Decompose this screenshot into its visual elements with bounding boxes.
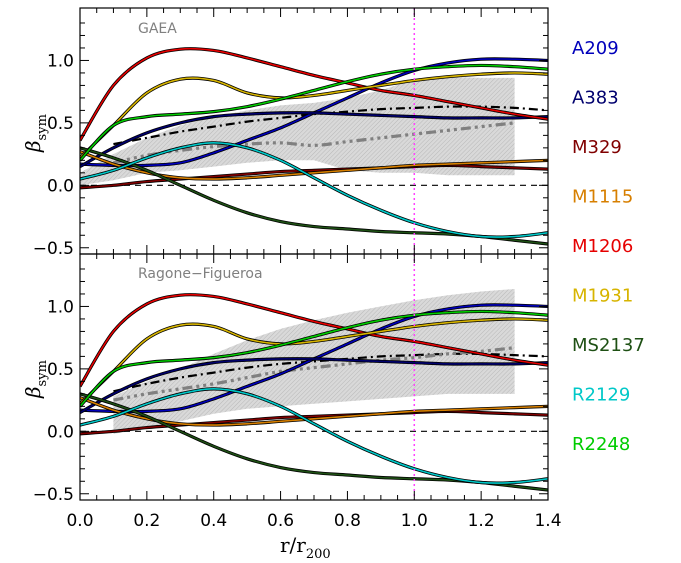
legend-item-m1115: M1115 bbox=[572, 187, 633, 208]
panel-title-gaea: GAEA bbox=[138, 21, 177, 37]
y-tick-label: 0.5 bbox=[47, 360, 74, 380]
median-line-grey bbox=[113, 346, 515, 402]
y-tick-label: −0.5 bbox=[33, 239, 74, 259]
x-tick-label: 1.4 bbox=[534, 511, 561, 531]
legend-item-ms2137: MS2137 bbox=[572, 335, 645, 356]
y-tick-label: 0.5 bbox=[47, 114, 74, 134]
scatter-band bbox=[80, 76, 515, 186]
plot-area bbox=[80, 8, 548, 254]
legend-item-r2248: R2248 bbox=[572, 434, 630, 455]
legend-item-a209: A209 bbox=[572, 38, 619, 59]
legend-item-m1931: M1931 bbox=[572, 286, 633, 307]
legend: A209 A383 M329 M1115 M1206 M1931 MS2137 R2129 R2… bbox=[572, 38, 645, 455]
x-tick-label: 1.2 bbox=[468, 511, 495, 531]
series-line-r2129 bbox=[80, 142, 548, 238]
series-line-r2248 bbox=[80, 310, 548, 407]
series-line-m329 bbox=[80, 410, 548, 435]
x-tick-label: 0.2 bbox=[133, 511, 160, 531]
series-line-m1931 bbox=[80, 318, 548, 405]
series-line-r2129 bbox=[80, 388, 548, 484]
series-line-m1931 bbox=[80, 72, 548, 159]
panel-title-ragone-figueroa: Ragone−Figueroa bbox=[138, 266, 263, 282]
y-tick-label: 1.0 bbox=[47, 51, 74, 71]
series-line-m1206 bbox=[80, 293, 548, 387]
x-tick-label: 0.0 bbox=[66, 511, 93, 531]
y-tick-label: 0.0 bbox=[47, 176, 74, 196]
legend-item-m1206: M1206 bbox=[572, 236, 633, 257]
series-line-a383 bbox=[80, 111, 548, 168]
x-tick-label: 0.4 bbox=[200, 511, 227, 531]
legend-item-a383: A383 bbox=[572, 88, 619, 109]
legend-item-r2129: R2129 bbox=[572, 385, 630, 406]
series-line-r2248 bbox=[80, 64, 548, 161]
legend-item-m329: M329 bbox=[572, 137, 622, 158]
median-line-grey bbox=[113, 121, 515, 165]
y-axis-title-top: βsym bbox=[21, 114, 50, 153]
x-tick-label: 1.0 bbox=[401, 511, 428, 531]
y-tick-label: −0.5 bbox=[33, 485, 74, 505]
y-axis-title-bottom: βsym bbox=[21, 360, 50, 399]
y-tick-label: 0.0 bbox=[47, 422, 74, 442]
x-tick-label: 0.8 bbox=[334, 511, 361, 531]
series-line-m329 bbox=[80, 164, 548, 189]
series-line-a383 bbox=[80, 357, 548, 414]
x-axis-title: r/r200 bbox=[280, 533, 331, 562]
series-line-m1206 bbox=[80, 47, 548, 141]
panel-ragone-figueroa: 0.0 0.2 0.4 0.6 0.8 1.0 1.2 1.4 −0.5 0.0 0.5 1.0 bbox=[33, 253, 562, 531]
y-tick-label: 1.0 bbox=[47, 297, 74, 317]
x-tick-label: 0.6 bbox=[267, 511, 294, 531]
panel-gaea: −0.5 0.0 0.5 1.0 bbox=[33, 7, 549, 259]
plot-area bbox=[80, 254, 548, 500]
